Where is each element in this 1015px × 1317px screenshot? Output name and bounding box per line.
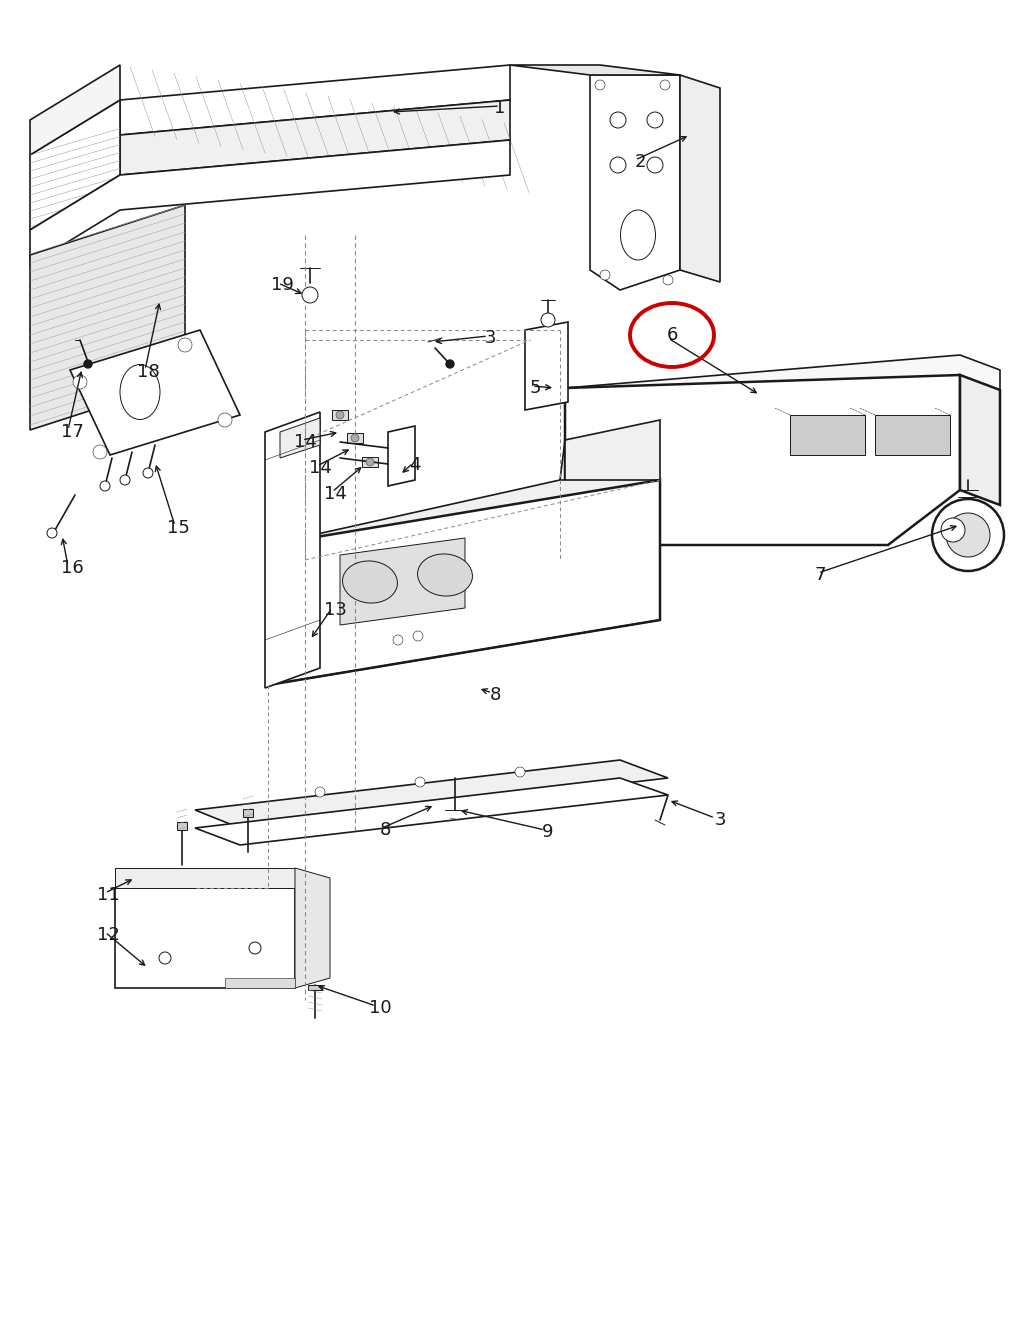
- Circle shape: [932, 499, 1004, 572]
- Polygon shape: [565, 356, 1000, 408]
- Text: 14: 14: [309, 460, 332, 477]
- Polygon shape: [177, 822, 187, 830]
- Circle shape: [100, 481, 110, 491]
- Ellipse shape: [342, 561, 398, 603]
- Polygon shape: [790, 415, 865, 454]
- Circle shape: [515, 766, 525, 777]
- Polygon shape: [347, 433, 363, 443]
- Polygon shape: [30, 140, 510, 265]
- Text: 5: 5: [529, 379, 541, 396]
- Circle shape: [595, 80, 605, 90]
- Circle shape: [393, 635, 403, 645]
- Polygon shape: [195, 760, 668, 828]
- Circle shape: [84, 360, 92, 367]
- Text: 3: 3: [484, 329, 495, 346]
- Circle shape: [143, 468, 153, 478]
- Circle shape: [946, 514, 990, 557]
- Circle shape: [366, 458, 374, 466]
- Circle shape: [610, 157, 626, 173]
- Circle shape: [249, 942, 261, 954]
- Circle shape: [610, 112, 626, 128]
- Polygon shape: [565, 375, 960, 545]
- Text: 17: 17: [61, 423, 83, 441]
- Polygon shape: [340, 539, 465, 626]
- Circle shape: [647, 157, 663, 173]
- Circle shape: [159, 952, 171, 964]
- Polygon shape: [388, 425, 415, 486]
- Polygon shape: [510, 65, 680, 75]
- Circle shape: [660, 80, 670, 90]
- Ellipse shape: [120, 365, 160, 420]
- Polygon shape: [332, 410, 348, 420]
- Text: 8: 8: [380, 820, 391, 839]
- Circle shape: [541, 313, 555, 327]
- Circle shape: [415, 777, 425, 788]
- Polygon shape: [195, 778, 668, 846]
- Polygon shape: [115, 868, 295, 888]
- Text: 15: 15: [166, 519, 190, 537]
- Text: 6: 6: [666, 327, 678, 344]
- Text: 4: 4: [409, 456, 421, 474]
- Polygon shape: [265, 412, 320, 687]
- Polygon shape: [875, 415, 950, 454]
- Circle shape: [413, 631, 423, 641]
- Circle shape: [647, 112, 663, 128]
- Polygon shape: [225, 979, 295, 988]
- Polygon shape: [590, 75, 680, 290]
- Text: 3: 3: [715, 811, 726, 828]
- Text: 14: 14: [324, 485, 346, 503]
- Circle shape: [178, 338, 192, 352]
- Polygon shape: [960, 375, 1000, 504]
- Circle shape: [93, 445, 107, 460]
- Ellipse shape: [620, 209, 656, 259]
- Text: 19: 19: [271, 277, 293, 294]
- Circle shape: [315, 788, 325, 797]
- Polygon shape: [120, 100, 510, 175]
- Text: 16: 16: [61, 558, 83, 577]
- Polygon shape: [243, 809, 253, 817]
- Circle shape: [73, 375, 87, 389]
- Polygon shape: [268, 479, 660, 685]
- Text: 8: 8: [489, 686, 500, 705]
- Text: 7: 7: [814, 566, 826, 583]
- Text: 10: 10: [368, 1000, 392, 1017]
- Text: 14: 14: [293, 433, 317, 450]
- Circle shape: [351, 435, 359, 443]
- Text: 18: 18: [137, 363, 159, 381]
- Polygon shape: [295, 868, 330, 988]
- Circle shape: [663, 275, 673, 284]
- Polygon shape: [362, 457, 378, 468]
- Text: 12: 12: [96, 926, 120, 944]
- Polygon shape: [680, 75, 720, 282]
- Polygon shape: [115, 888, 295, 988]
- Polygon shape: [565, 420, 660, 548]
- Polygon shape: [525, 321, 568, 410]
- Polygon shape: [280, 417, 320, 458]
- Circle shape: [218, 414, 232, 427]
- Circle shape: [336, 411, 344, 419]
- Polygon shape: [30, 100, 120, 230]
- Text: 1: 1: [494, 99, 505, 117]
- Text: 9: 9: [542, 823, 554, 842]
- Circle shape: [600, 270, 610, 281]
- Polygon shape: [30, 205, 185, 429]
- Text: 2: 2: [634, 153, 646, 171]
- Circle shape: [47, 528, 57, 539]
- Circle shape: [941, 518, 965, 543]
- Circle shape: [302, 287, 318, 303]
- Circle shape: [120, 475, 130, 485]
- Polygon shape: [120, 65, 510, 136]
- Polygon shape: [268, 479, 660, 545]
- Circle shape: [446, 360, 454, 367]
- Text: 13: 13: [324, 601, 346, 619]
- Polygon shape: [30, 65, 120, 155]
- Polygon shape: [70, 331, 240, 454]
- Ellipse shape: [417, 554, 472, 597]
- Text: 11: 11: [96, 886, 120, 903]
- Polygon shape: [308, 985, 322, 990]
